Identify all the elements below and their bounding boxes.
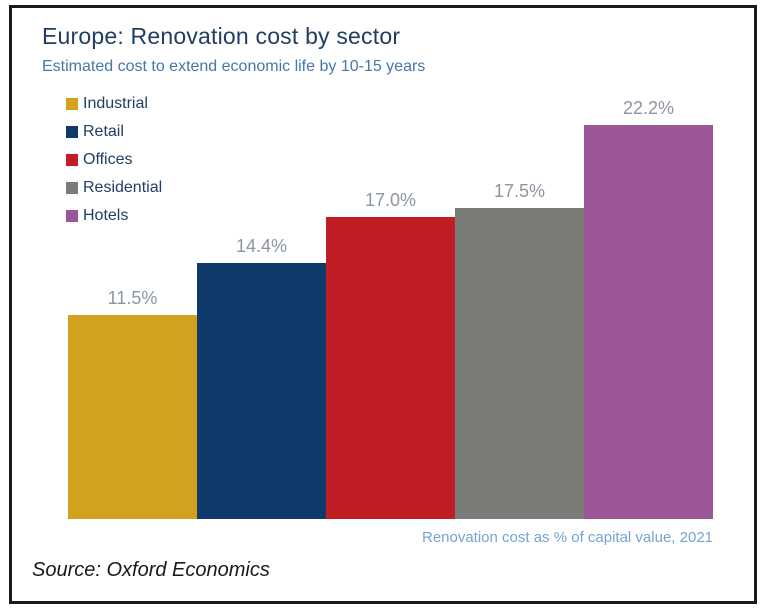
legend-label: Offices	[83, 151, 133, 168]
legend: Industrial Retail Offices Residential Hotels	[66, 90, 162, 230]
legend-swatch-icon	[66, 210, 78, 222]
legend-label: Retail	[83, 123, 124, 140]
legend-swatch-icon	[66, 126, 78, 138]
legend-item-residential: Residential	[66, 174, 162, 202]
bar-residential	[455, 208, 584, 519]
bar-column-hotels: 22.2%	[584, 98, 713, 519]
legend-swatch-icon	[66, 182, 78, 194]
chart-title: Europe: Renovation cost by sector	[42, 23, 401, 49]
chart-subtitle: Estimated cost to extend economic life b…	[42, 58, 426, 75]
bar-offices	[326, 217, 455, 519]
axis-note: Renovation cost as % of capital value, 2…	[421, 529, 713, 546]
bar-value-label: 17.5%	[493, 181, 546, 201]
bar-column-industrial: 11.5%	[68, 288, 197, 519]
legend-label: Hotels	[83, 207, 129, 224]
chart-frame: Europe: Renovation cost by sector Estima…	[9, 5, 757, 604]
source-note: Source: Oxford Economics	[32, 559, 270, 581]
bar-value-label: 17.0%	[364, 190, 417, 210]
bar-chart-plot-area: 11.5% 14.4% 17.0% 17.5% 22.2%	[68, 89, 713, 519]
bar-column-offices: 17.0%	[326, 190, 455, 519]
bar-value-label: 22.2%	[622, 98, 675, 118]
bar-column-retail: 14.4%	[197, 236, 326, 519]
legend-swatch-icon	[66, 98, 78, 110]
legend-item-offices: Offices	[66, 146, 162, 174]
legend-label: Industrial	[83, 95, 148, 112]
bar-column-residential: 17.5%	[455, 181, 584, 519]
legend-item-industrial: Industrial	[66, 90, 162, 118]
bar-industrial	[68, 315, 197, 519]
bar-value-label: 11.5%	[107, 288, 158, 308]
bar-hotels	[584, 125, 713, 519]
bar-retail	[197, 263, 326, 519]
legend-label: Residential	[83, 179, 163, 196]
legend-item-hotels: Hotels	[66, 202, 162, 230]
legend-swatch-icon	[66, 154, 78, 166]
legend-item-retail: Retail	[66, 118, 162, 146]
bar-value-label: 14.4%	[235, 236, 288, 256]
